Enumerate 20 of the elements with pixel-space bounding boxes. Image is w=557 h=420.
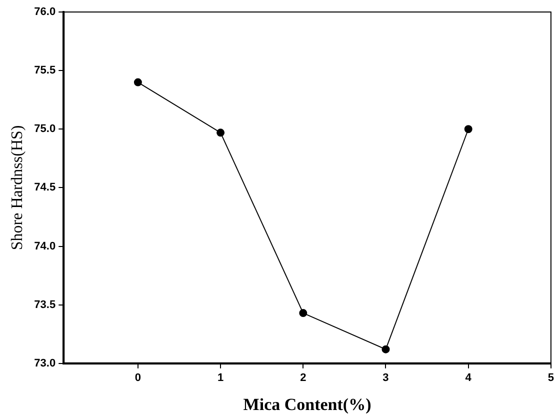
x-tick-label: 5 [548,372,554,384]
y-tick-label: 74.0 [34,240,56,252]
y-tick-label: 74.5 [34,182,56,194]
point [134,78,142,86]
point [216,128,225,137]
x-tick-label: 2 [300,372,306,384]
y-axis-title: Shore Hardnss(HS) [8,125,26,250]
x-axis-title: Mica Content(%) [243,395,372,414]
x-tick-label: 3 [382,372,389,384]
y-tick-label: 75.0 [34,123,56,136]
point [464,125,472,134]
y-tick-label: 76.0 [34,6,56,18]
y-tick-label: 73.5 [34,298,56,311]
x-tick-label: 4 [465,372,472,384]
x-tick-label: 0 [134,372,142,384]
y-tick-label: 73.0 [34,357,56,370]
y-tick-label: 75.5 [34,64,56,77]
x-tick-label: 1 [217,372,224,384]
point [299,309,308,318]
point [382,345,390,354]
